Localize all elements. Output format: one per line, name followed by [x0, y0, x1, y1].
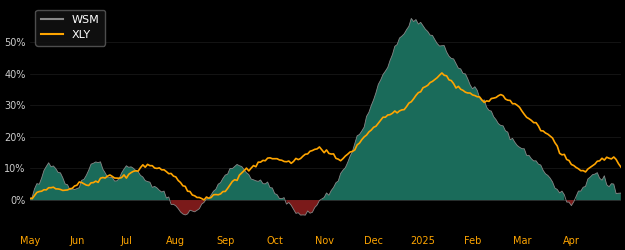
Legend: WSM, XLY: WSM, XLY	[36, 10, 106, 46]
